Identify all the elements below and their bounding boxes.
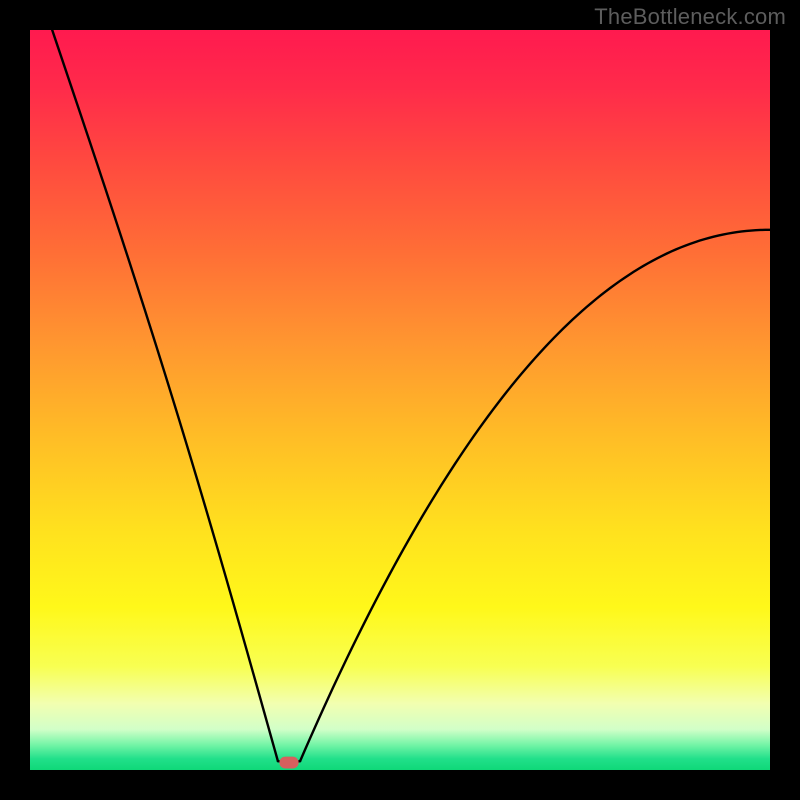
chart-frame: TheBottleneck.com: [0, 0, 800, 800]
bottleneck-chart: [30, 30, 770, 770]
optimal-marker: [279, 757, 298, 769]
watermark-text: TheBottleneck.com: [594, 4, 786, 30]
chart-background: [30, 30, 770, 770]
